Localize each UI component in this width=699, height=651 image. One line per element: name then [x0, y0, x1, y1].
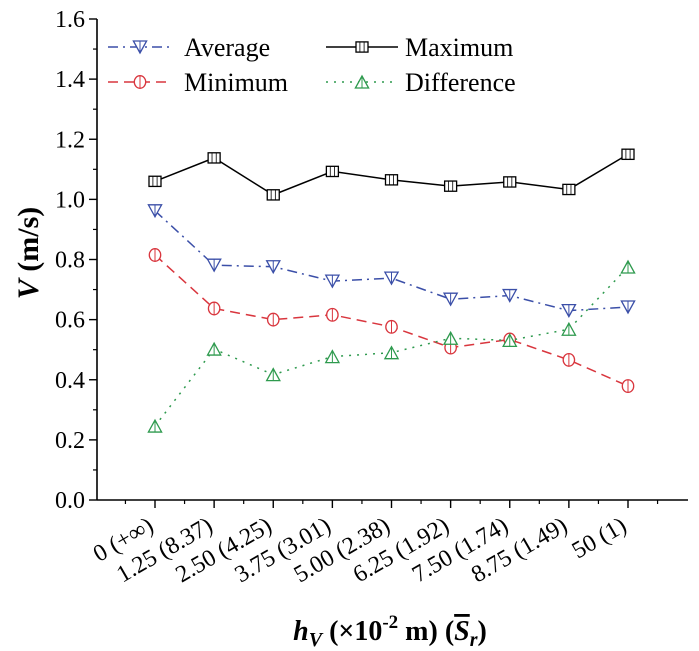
data-point: [383, 271, 400, 286]
data-point: [383, 345, 400, 360]
data-point: [207, 152, 221, 164]
x-axis-symbol: S: [454, 616, 470, 647]
data-point: [561, 321, 577, 336]
legend: Average Maximum Minimum Difference: [108, 33, 516, 97]
data-point: [621, 148, 635, 161]
x-axis-label: hV (×10-2 m) (Sr): [293, 612, 487, 651]
y-tick-label: 0.0: [55, 488, 85, 514]
x-axis-unit-part1: (×10: [322, 616, 382, 647]
y-tick-label: 1.4: [55, 67, 85, 93]
y-tick-label: 0.6: [55, 308, 85, 334]
series-difference: [147, 259, 636, 433]
legend-item-maximum: Maximum: [326, 33, 513, 62]
legend-marker: [133, 75, 147, 89]
data-point: [442, 292, 459, 307]
data-point: [620, 259, 636, 274]
y-tick-label: 1.2: [55, 127, 85, 153]
data-point: [266, 189, 280, 201]
y-tick-label: 0.4: [55, 368, 85, 394]
legend-label: Minimum: [184, 68, 288, 97]
legend-marker: [132, 40, 148, 55]
data-point: [503, 176, 517, 188]
y-axis-unit: (m/s): [12, 207, 45, 272]
data-point: [206, 341, 222, 356]
x-axis-close: ): [478, 616, 487, 647]
series-line: [154, 210, 629, 312]
data-point: [324, 274, 341, 289]
data-point: [562, 352, 576, 367]
data-point: [265, 367, 281, 382]
data-point: [442, 330, 459, 345]
legend-item-average: Average: [108, 33, 270, 62]
data-point: [147, 418, 163, 433]
y-tick-label: 0.8: [55, 248, 85, 274]
data-point: [147, 204, 163, 219]
legend-marker: [354, 74, 370, 89]
data-point: [148, 248, 162, 262]
legend-label: Difference: [405, 68, 516, 97]
legend-marker: [355, 41, 369, 53]
data-point: [502, 288, 518, 303]
data-point: [266, 312, 280, 327]
data-point: [620, 300, 636, 315]
data-point: [385, 319, 398, 334]
x-axis-unit-part2: m) (: [398, 616, 454, 647]
x-axis-exponent: -2: [382, 612, 398, 633]
x-axis-variable-subscript: V: [309, 629, 324, 651]
data-point: [207, 301, 221, 316]
data-point: [384, 174, 399, 186]
legend-label: Average: [184, 33, 270, 62]
y-tick-label: 1.0: [55, 187, 85, 213]
data-point: [265, 260, 281, 275]
data-point: [621, 379, 635, 394]
data-point: [326, 307, 339, 322]
legend-label: Maximum: [405, 33, 513, 62]
data-point: [502, 333, 518, 348]
legend-item-minimum: Minimum: [108, 68, 288, 97]
data-point: [206, 258, 222, 273]
data-point: [324, 349, 341, 364]
legend-item-difference: Difference: [326, 68, 516, 97]
axes: 0.00.20.40.60.81.01.21.41.60 (+∞)1.25 (8…: [55, 7, 688, 588]
y-tick-label: 1.6: [55, 7, 85, 33]
series-maximum: [148, 148, 635, 201]
data-point: [443, 180, 458, 192]
series-average: [147, 204, 636, 318]
x-axis-symbol-subscript: r: [470, 629, 478, 651]
y-tick-label: 0.2: [55, 428, 85, 454]
data-point: [325, 165, 340, 178]
data-point: [561, 303, 577, 318]
y-axis-label: V (m/s): [12, 207, 45, 300]
x-tick-label: 50 (1): [568, 513, 631, 565]
data-point: [562, 183, 576, 196]
series-layer: [147, 148, 636, 433]
y-axis-variable: V: [12, 276, 45, 299]
x-axis-variable: h: [293, 616, 309, 647]
axis-labels: V (m/s) hV (×10-2 m) (Sr): [12, 207, 487, 651]
data-point: [148, 175, 162, 188]
series-minimum: [148, 248, 635, 394]
